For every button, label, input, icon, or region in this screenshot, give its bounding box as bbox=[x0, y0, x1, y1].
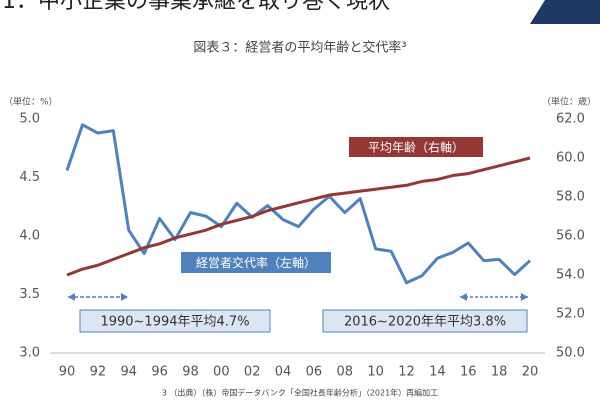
annotation: 2016~2020年年平均3.8% bbox=[344, 315, 506, 330]
y2-tick-label: 58.0 bbox=[556, 190, 585, 205]
annotation-box bbox=[322, 309, 528, 333]
x-tick-label: 94 bbox=[120, 365, 137, 380]
x-tick-label: 16 bbox=[460, 365, 477, 380]
x-tick-label: 14 bbox=[429, 365, 446, 380]
x-tick-label: 10 bbox=[367, 365, 384, 380]
x-tick-label: 06 bbox=[306, 365, 323, 380]
y2-tick-label: 50.0 bbox=[556, 346, 585, 361]
y2-tick-label: 62.0 bbox=[556, 112, 585, 127]
page-title: 1．中小企業の事業承継を取り巻く現状 bbox=[2, 0, 390, 14]
x-tick-label: 18 bbox=[491, 365, 508, 380]
legend-label: 平均年齢（右軸） bbox=[368, 140, 464, 155]
annotation-box bbox=[79, 309, 271, 333]
x-tick-label: 08 bbox=[337, 365, 354, 380]
x-tick-label: 04 bbox=[275, 365, 292, 380]
y-tick-label: 3.0 bbox=[19, 346, 40, 361]
x-tick-label: 00 bbox=[213, 365, 230, 380]
series-line bbox=[65, 123, 532, 285]
y-axis-label: （単位：%） bbox=[4, 96, 58, 108]
chart-title: 図表３：経営者の平均年齢と交代率³ bbox=[193, 40, 406, 56]
y-tick-label: 3.5 bbox=[19, 287, 40, 302]
x-tick-label: 20 bbox=[522, 365, 539, 380]
series-line bbox=[66, 156, 531, 277]
legend-box bbox=[349, 137, 483, 157]
y-tick-label: 4.0 bbox=[19, 229, 40, 244]
y2-tick-label: 60.0 bbox=[556, 151, 585, 166]
x-tick-label: 02 bbox=[244, 365, 261, 380]
legend-box bbox=[181, 252, 331, 273]
x-tick-label: 98 bbox=[182, 365, 199, 380]
arrow-head bbox=[68, 293, 75, 301]
y2-tick-label: 52.0 bbox=[556, 307, 585, 322]
footnote: 3 （出典）（株）帝国データバンク「全国社長年齢分析」（2021年）再編加工 bbox=[162, 388, 438, 398]
arrow-head bbox=[121, 293, 128, 301]
arrow-head bbox=[460, 293, 467, 301]
y2-tick-label: 56.0 bbox=[556, 229, 585, 244]
decoration bbox=[530, 0, 600, 24]
x-tick-label: 90 bbox=[59, 365, 76, 380]
annotation: 1990~1994年平均4.7% bbox=[100, 315, 249, 330]
x-tick-label: 12 bbox=[398, 365, 415, 380]
y2-tick-label: 54.0 bbox=[556, 268, 585, 283]
y2-axis-label: （単位：歳） bbox=[542, 96, 596, 108]
legend-label: 経営者交代率（左軸） bbox=[196, 255, 316, 270]
arrow-head bbox=[521, 293, 528, 301]
y-tick-label: 5.0 bbox=[19, 112, 40, 127]
y-tick-label: 4.5 bbox=[19, 170, 40, 185]
x-tick-label: 96 bbox=[151, 365, 168, 380]
x-tick-label: 92 bbox=[90, 365, 107, 380]
